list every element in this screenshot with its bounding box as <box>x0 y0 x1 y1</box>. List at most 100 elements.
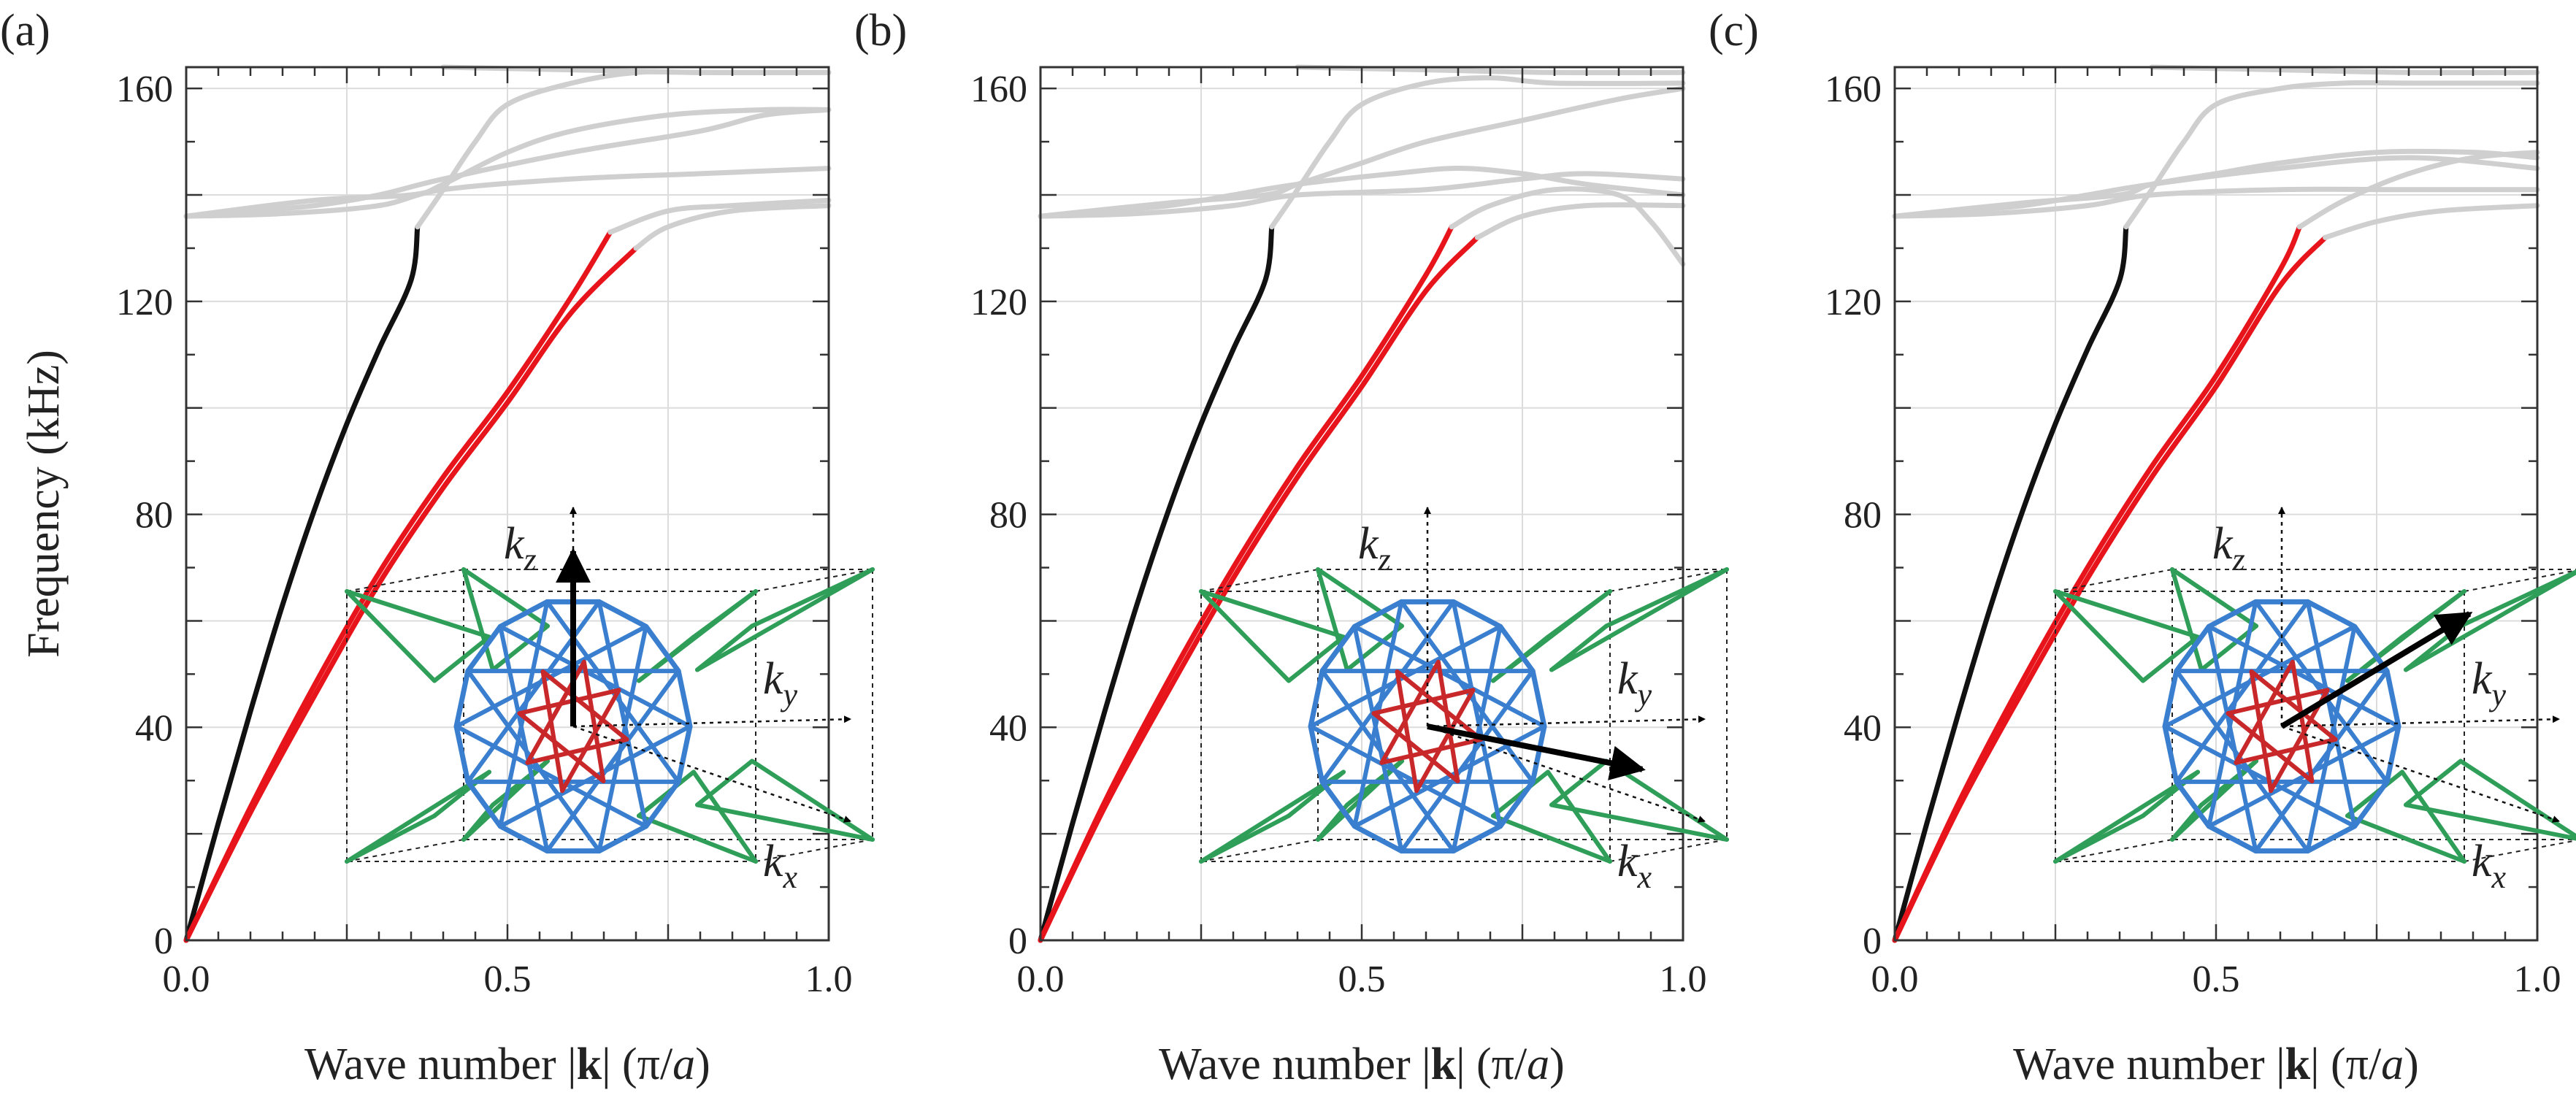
lattice-strut-outer <box>345 813 437 864</box>
lattice-strut-outer <box>461 567 550 629</box>
series-optical-6 <box>1269 75 1686 230</box>
lattice-strut-inner <box>1352 599 1404 629</box>
lattice-strut-core <box>540 669 629 742</box>
lattice-strut-outer <box>2458 759 2576 840</box>
lattice-strut-inner <box>2163 724 2357 829</box>
lattice-strut-inner <box>597 823 649 854</box>
lattice-strut-inner <box>1530 668 1547 729</box>
lattice-strut-outer <box>1287 769 1346 818</box>
lattice-strut-outer <box>1549 623 1609 672</box>
x-tick-label: 1.0 <box>805 959 853 1000</box>
lattice-strut-inner <box>2162 668 2180 729</box>
lattice-strut-core <box>1395 669 1419 794</box>
label-kz: kz <box>1358 519 1391 577</box>
lattice-strut-outer <box>2458 569 2576 629</box>
lattice-strut-outer <box>695 759 754 807</box>
lattice-strut-outer <box>750 759 875 842</box>
lattice-strut-core <box>525 737 629 765</box>
series-optical-5 <box>1038 85 1686 219</box>
y-tick-label: 120 <box>1825 282 1882 323</box>
lattice-strut-outer <box>1491 813 1612 864</box>
lattice-strut-outer <box>2170 567 2204 672</box>
panel-label: (b) <box>854 6 907 55</box>
lattice-strut-outer <box>637 634 696 683</box>
y-tick-label: 0 <box>1863 921 1882 962</box>
series-acoustic-black <box>1892 224 2129 943</box>
lattice-strut-outer <box>2053 769 2200 864</box>
lattice-strut-inner <box>498 624 692 729</box>
series-optical-3 <box>183 166 832 219</box>
axis-ky <box>1427 715 1706 728</box>
y-tick-label: 80 <box>989 495 1027 537</box>
unit-cell-edge <box>1609 839 1728 862</box>
lattice-strut-inner <box>1498 623 1536 674</box>
panel-c: 0.0 0.5 1.0 0 40 80 120 160 Wave number |k| (π/a… <box>1709 6 2576 1089</box>
lattice-strut-inner <box>2305 599 2357 829</box>
series-optical-1 <box>607 197 832 235</box>
label-ky: ky <box>1617 654 1652 713</box>
lattice-strut-core <box>1395 669 1484 742</box>
lattice-strut-inner <box>2384 723 2401 785</box>
lattice-strut-inner <box>1352 823 1404 854</box>
lattice-strut-core <box>1379 659 1441 765</box>
wave-vector-arrow <box>2280 611 2473 729</box>
lattice-strut-core <box>1371 711 1460 784</box>
y-tick-label: 160 <box>1825 69 1882 110</box>
axis-kx <box>572 725 851 823</box>
lattice-strut-core <box>517 688 621 716</box>
lattice-strut-outer <box>1549 802 1729 842</box>
x-tick-label: 0.0 <box>1017 959 1065 1000</box>
lattice-strut-outer <box>1287 634 1346 683</box>
unit-cell-edge <box>2464 569 2576 592</box>
x-tick-label: 0.0 <box>163 959 210 1000</box>
lattice-strut-outer <box>345 589 437 683</box>
lattice-strut-outer <box>1199 589 1346 640</box>
lattice-strut-outer <box>1546 769 1612 864</box>
lattice-strut-outer <box>2404 802 2576 841</box>
x-axis-title: Wave number |k| (π/a) <box>304 1040 710 1089</box>
label-kx: kx <box>1617 837 1652 895</box>
lattice-strut-outer <box>1316 567 1404 629</box>
lattice-strut-core <box>2226 711 2315 784</box>
lattice-strut-outer <box>695 623 754 672</box>
y-tick-label: 120 <box>116 282 173 323</box>
y-tick-label: 40 <box>1844 707 1882 749</box>
lattice-strut-outer <box>695 567 875 672</box>
y-tick-label: 0 <box>1008 921 1027 962</box>
series-acoustic-red-2 <box>1038 234 1480 943</box>
lattice-strut-outer <box>2345 769 2404 818</box>
lattice-strut-outer <box>2053 813 2145 864</box>
unit-cell-edge <box>1200 569 1319 592</box>
lattice-strut-outer <box>1549 567 1729 672</box>
lattice-strut-inner <box>465 623 503 674</box>
series-acoustic-black <box>1038 224 1275 943</box>
lattice-strut-inner <box>597 599 649 629</box>
panel-a: 0.0 0.5 1.0 0 40 80 120 160 Wave number |k| (π/a… <box>0 6 875 1089</box>
lattice-strut-outer <box>2345 634 2404 683</box>
series-optical-5 <box>1892 148 2540 219</box>
lattice-strut-core <box>540 669 565 794</box>
unit-cell-edge <box>1200 839 1319 862</box>
lattice-strut-inner <box>675 723 693 785</box>
x-tick-label: 1.0 <box>2514 959 2561 1000</box>
lattice-inset: kz ky kx <box>2053 507 2576 895</box>
lattice-strut-inner <box>2206 599 2258 629</box>
lattice-strut-core <box>1414 688 1476 794</box>
unit-cell-edge <box>2464 840 2576 862</box>
lattice-strut-outer <box>637 813 758 864</box>
lattice-strut-inner <box>1308 723 1325 785</box>
series-optical-5 <box>183 107 832 219</box>
lattice-strut-core <box>581 659 606 784</box>
y-tick-label: 80 <box>135 495 173 537</box>
lattice-strut-inner <box>2162 723 2180 785</box>
lattice-strut-inner <box>2305 823 2358 854</box>
lattice-strut-inner <box>1352 624 1546 729</box>
lattice-strut-outer <box>2141 634 2200 683</box>
label-kz: kz <box>2212 519 2245 577</box>
label-kz: kz <box>504 519 537 577</box>
lattice-strut-outer <box>637 769 696 818</box>
x-axis-title: Wave number |k| (π/a) <box>1159 1040 1565 1089</box>
x-tick-label: 0.5 <box>1338 959 1386 1000</box>
lattice-strut-outer <box>461 567 495 672</box>
